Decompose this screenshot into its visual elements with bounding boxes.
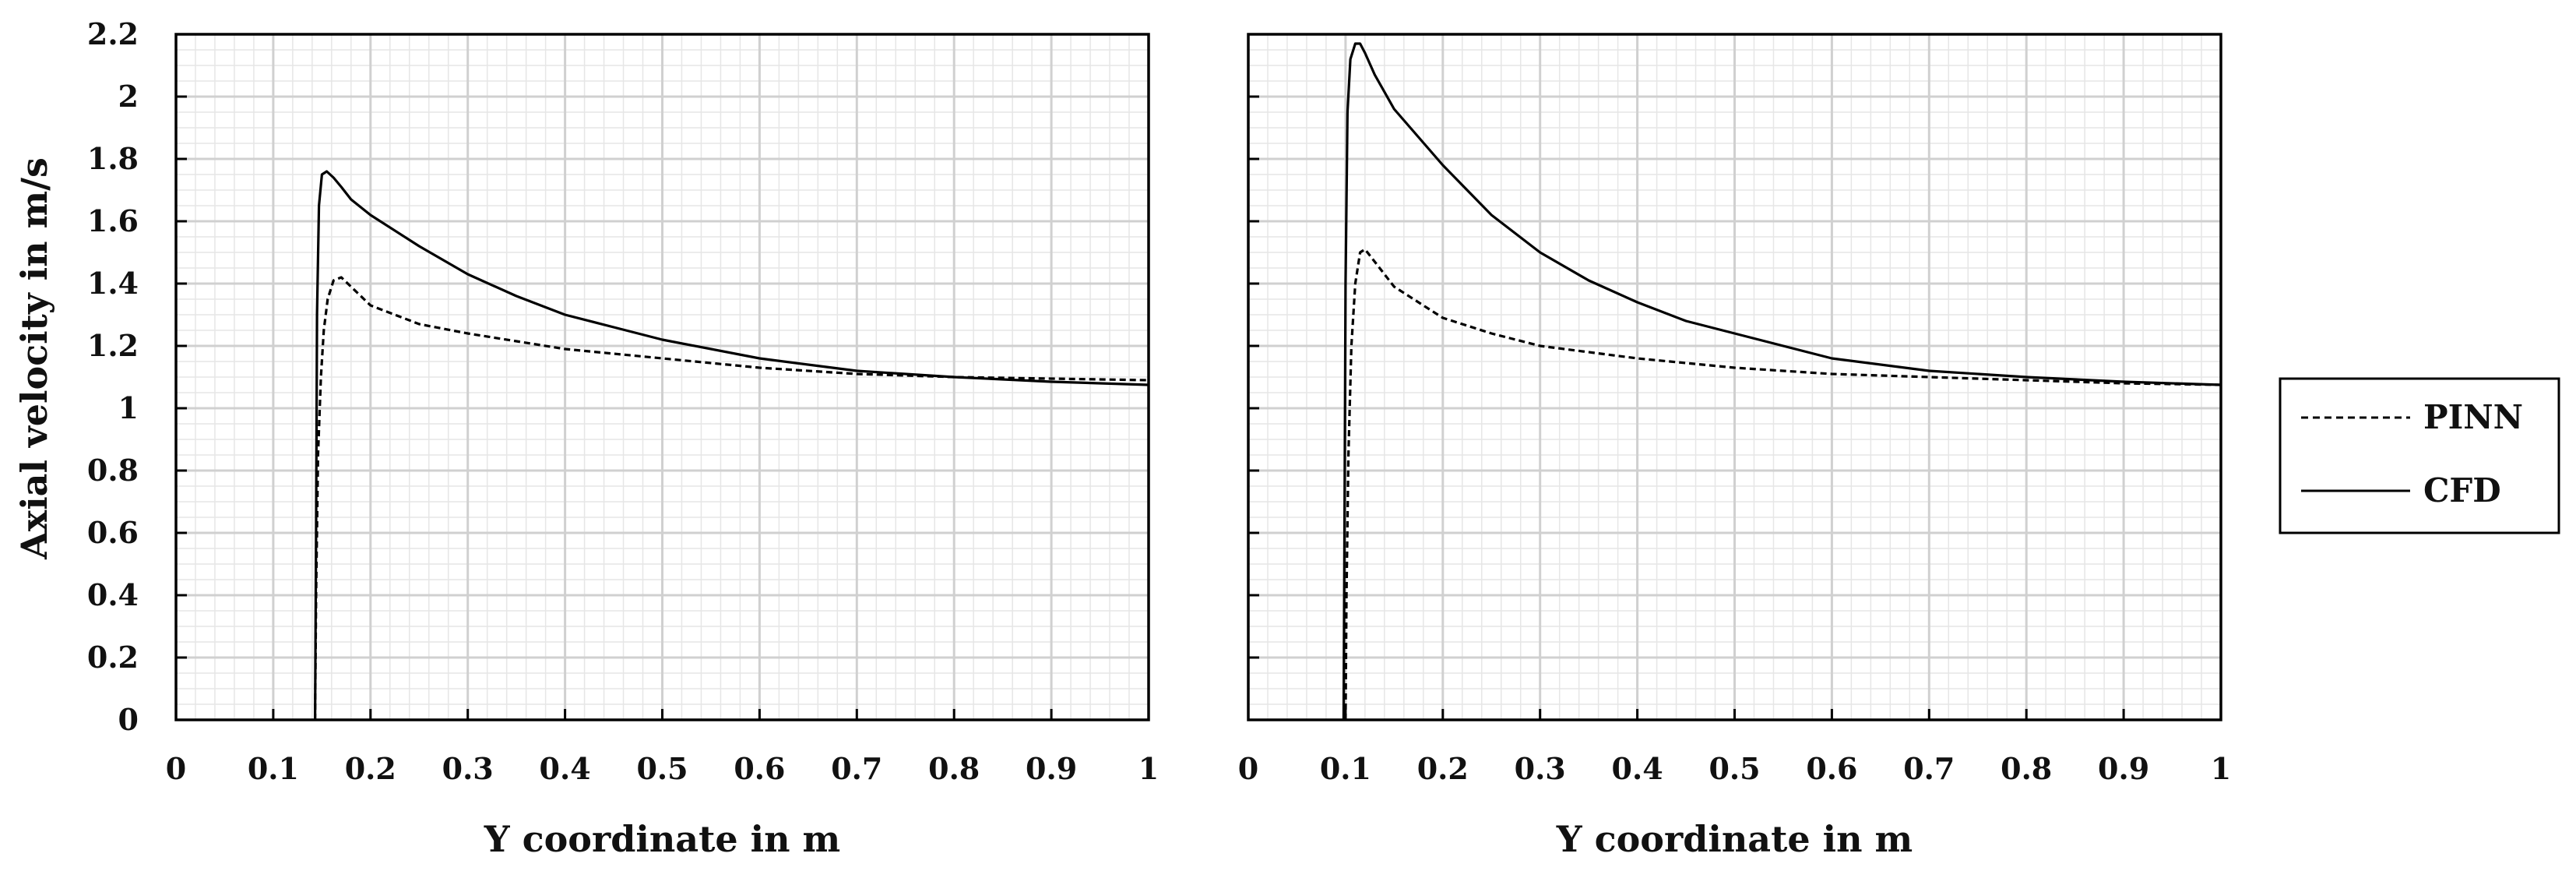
x-tick-label: 0.6 <box>1806 751 1857 786</box>
left-plot: 0 0.1 0.2 0.3 0.4 0.5 0.6 0.7 0.8 0.9 1 0 0.2 0.4 0.6 0… <box>87 16 1159 860</box>
y-tick-label: 1.6 <box>87 203 139 238</box>
y-tick-label: 2.2 <box>87 16 139 51</box>
x-tick-label: 0.8 <box>2001 751 2052 786</box>
x-tick-label: 0.1 <box>248 751 299 786</box>
legend-label-pinn: PINN <box>2423 398 2523 436</box>
series-line-cfd <box>1342 42 2222 721</box>
x-tick-label: 0.6 <box>734 751 785 786</box>
series-line-pinn <box>1344 248 2222 721</box>
right-plot: 0 0.1 0.2 0.3 0.4 0.5 0.6 0.7 0.8 0.9 1 Y coordinat… <box>1238 33 2231 860</box>
y-tick-label: 1.4 <box>87 266 139 301</box>
y-tick-label: 0 <box>118 702 139 737</box>
x-tick-label: 0.5 <box>636 751 688 786</box>
y-tick-label: 1.8 <box>87 141 139 176</box>
legend-box <box>2279 377 2560 534</box>
x-tick-label: 0 <box>1238 751 1258 786</box>
x-tick-label: 0.5 <box>1709 751 1760 786</box>
x-tick-label: 0.2 <box>345 751 396 786</box>
y-tick-label: 0.8 <box>87 453 139 488</box>
x-tick-label: 1 <box>2211 751 2231 786</box>
x-tick-label: 0.8 <box>928 751 980 786</box>
y-tick-label: 0.4 <box>87 577 139 612</box>
x-tick-label: 0.4 <box>540 751 591 786</box>
y-tick-label: 1 <box>118 390 139 425</box>
legend-label-cfd: CFD <box>2423 471 2501 510</box>
x-axis-title: Y coordinate in m <box>484 818 840 860</box>
x-tick-label: 0.9 <box>1026 751 1077 786</box>
x-axis-title: Y coordinate in m <box>1556 818 1913 860</box>
y-tick-label: 0.2 <box>87 640 139 675</box>
x-tick-label: 0.2 <box>1417 751 1469 786</box>
y-tick-label: 1.2 <box>87 328 139 363</box>
y-tick-label: 2 <box>118 79 139 114</box>
series-line-pinn <box>314 276 1149 721</box>
x-tick-label: 0.7 <box>1903 751 1955 786</box>
x-tick-label: 0 <box>166 751 186 786</box>
x-tick-label: 0.7 <box>831 751 882 786</box>
legend: PINN CFD <box>2279 377 2560 534</box>
x-tick-label: 0.3 <box>442 751 494 786</box>
x-tick-label: 0.3 <box>1515 751 1566 786</box>
x-tick-label: 1 <box>1138 751 1159 786</box>
series-line-cfd <box>314 170 1149 721</box>
x-tick-label: 0.4 <box>1612 751 1663 786</box>
x-tick-label: 0.1 <box>1320 751 1371 786</box>
x-tick-label: 0.9 <box>2098 751 2149 786</box>
y-tick-label: 0.6 <box>87 515 139 550</box>
y-axis-title: Axial velocity in m/s <box>13 157 55 560</box>
